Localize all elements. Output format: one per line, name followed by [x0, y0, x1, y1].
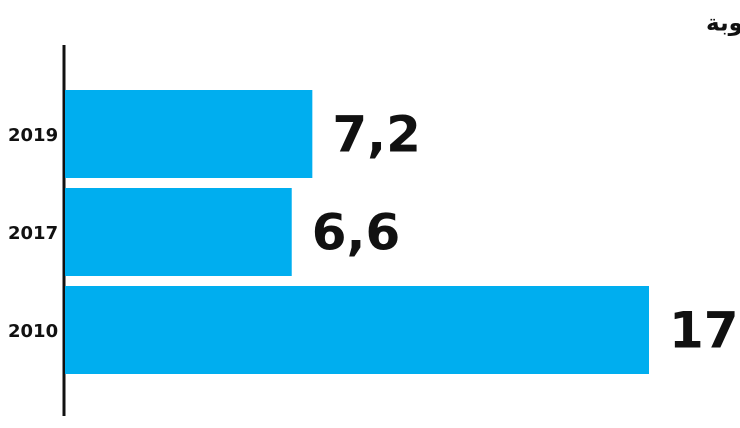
category-label: 2017 [8, 223, 58, 244]
category-label: 2010 [8, 321, 58, 342]
value-label: 17 [669, 302, 739, 360]
bar [65, 286, 649, 374]
value-label: 6,6 [312, 204, 401, 262]
bar [65, 90, 313, 178]
chart-title: عدد الأطفال المولودين سنوياً لكل 100 امر… [706, 6, 740, 36]
value-label: 7,2 [332, 106, 421, 164]
bar [65, 188, 292, 276]
category-label: 2019 [8, 125, 58, 146]
